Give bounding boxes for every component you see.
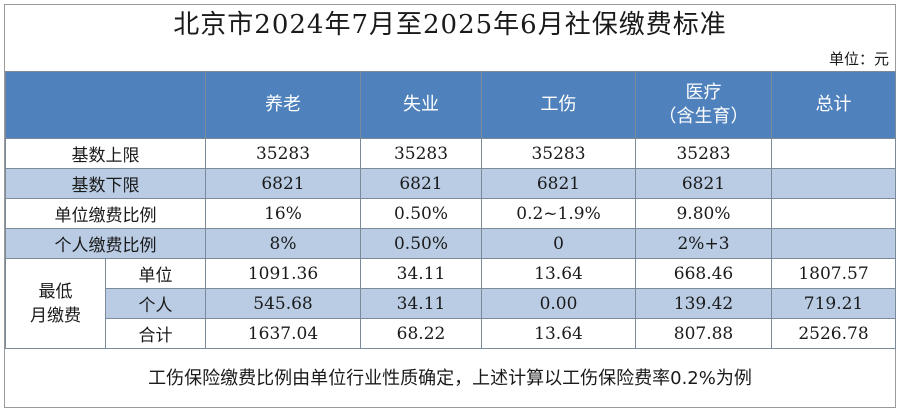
table-row: 基数上限 35283 35283 35283 35283 [5,138,896,169]
table-cell: 719.21 [771,288,896,319]
table-cell: 35283 [360,138,482,169]
table-cell: 668.46 [635,258,772,289]
table-row: 单位缴费比例 16% 0.50% 0.2~1.9% 9.80% [5,198,896,229]
footnote: 工伤保险缴费比例由单位行业性质确定，上述计算以工伤保险费率0.2%为例 [148,368,752,389]
insurance-sheet: 北京市2024年7月至2025年6月社保缴费标准 单位：元 养老 失业 工伤 医… [4,4,896,408]
row-label: 合计 [105,318,206,349]
table-cell: 35283 [481,138,636,169]
table-cell: 35283 [635,138,772,169]
table-cell: 2%+3 [635,228,772,259]
row-label: 单位缴费比例 [5,198,206,229]
rates-table: 养老 失业 工伤 医疗 （含生育） 总计 基数上限 35283 35283 35… [5,71,896,349]
table-cell [771,228,896,259]
row-label: 个人缴费比例 [5,228,206,259]
table-cell: 34.11 [360,288,482,319]
row-label: 基数下限 [5,168,206,199]
table-cell: 35283 [205,138,361,169]
table-cell [771,198,896,229]
header-corner [5,71,206,139]
table-cell: 2526.78 [771,318,896,349]
table-row: 个人缴费比例 8% 0.50% 0 2%+3 [5,228,896,259]
table-cell: 6821 [360,168,482,199]
table-row: 个人 545.68 34.11 0.00 139.42 719.21 [6,288,896,319]
table-row: 基数下限 6821 6821 6821 6821 [5,168,896,199]
row-label: 单位 [105,258,206,289]
table-cell: 13.64 [481,258,636,289]
table-cell: 0.50% [360,228,482,259]
column-header: 养老 [205,71,361,139]
table-cell: 8% [205,228,361,259]
table-cell: 0.50% [360,198,482,229]
table-row: 最低 月缴费 单位 1091.36 34.11 13.64 668.46 180… [5,258,896,349]
table-cell [771,138,896,169]
table-cell: 139.42 [635,288,772,319]
column-header: 医疗 （含生育） [635,71,772,139]
table-cell: 13.64 [481,318,636,349]
page-title: 北京市2024年7月至2025年6月社保缴费标准 [173,10,727,40]
column-header: 失业 [360,71,482,139]
table-cell: 0.2~1.9% [481,198,636,229]
table-cell: 0 [481,228,636,259]
table-cell: 68.22 [360,318,482,349]
row-label: 基数上限 [5,138,206,169]
table-cell: 6821 [635,168,772,199]
header-row: 养老 失业 工伤 医疗 （含生育） 总计 [5,71,896,139]
min-monthly-label: 最低 月缴费 [5,258,106,349]
table-row: 合计 1637.04 68.22 13.64 807.88 2526.78 [6,318,896,349]
table-cell: 16% [205,198,361,229]
table-cell: 807.88 [635,318,772,349]
table-cell: 1637.04 [205,318,361,349]
table-cell: 6821 [481,168,636,199]
table-cell: 1091.36 [205,258,361,289]
table-cell: 9.80% [635,198,772,229]
table-cell: 6821 [205,168,361,199]
column-header: 工伤 [481,71,636,139]
column-header: 总计 [771,71,896,139]
table-cell: 1807.57 [771,258,896,289]
table-cell: 0.00 [481,288,636,319]
table-cell: 545.68 [205,288,361,319]
table-cell: 34.11 [360,258,482,289]
row-label: 个人 [105,288,206,319]
table-cell [771,168,896,199]
unit-label: 单位：元 [828,50,889,68]
